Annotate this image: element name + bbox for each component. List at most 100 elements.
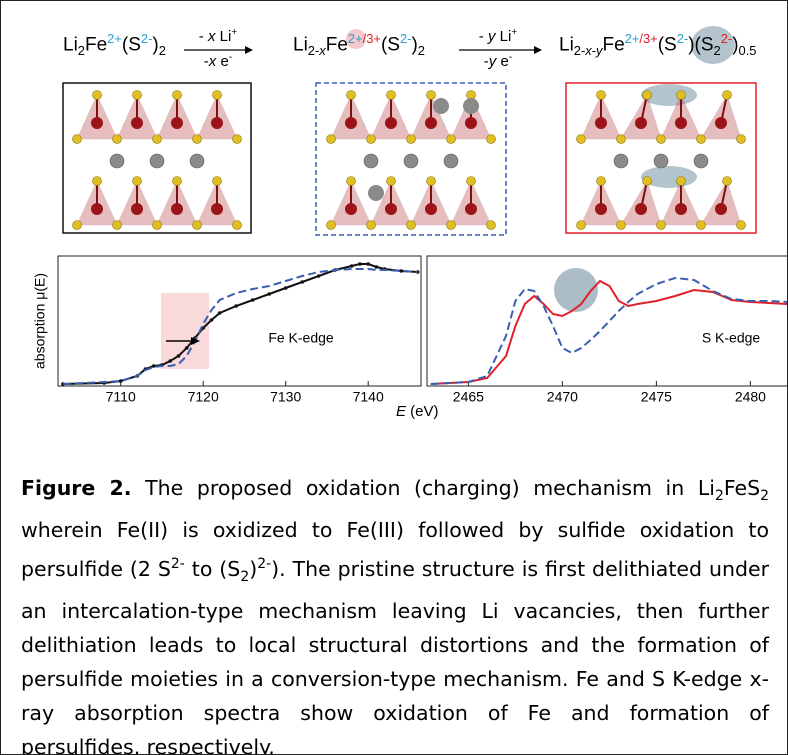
li-atom (433, 98, 449, 114)
text-part: e (496, 53, 509, 70)
data-point (267, 292, 271, 296)
fe-atom (91, 117, 103, 129)
s-atom (617, 135, 626, 144)
text-part: Figure 2. (21, 476, 132, 500)
annotation: S K-edge (702, 330, 761, 346)
s-atom (617, 221, 626, 230)
plot-frame (58, 256, 421, 386)
s-atom (643, 91, 652, 100)
text-part: ). The pristine structure is first delit… (21, 557, 769, 755)
data-point (234, 304, 238, 308)
s-atom (387, 91, 396, 100)
text-part: 0.5 (739, 43, 757, 58)
s-atom (327, 221, 336, 230)
s-atom (467, 177, 476, 186)
annotation: Fe K-edge (268, 330, 334, 346)
text-part: Li (63, 34, 78, 55)
li-atom (150, 154, 164, 168)
s-atom (367, 221, 376, 230)
fe-atom (635, 117, 647, 129)
li-atom (614, 154, 628, 168)
text-part: - (199, 28, 208, 45)
x-tick-label: 7110 (106, 389, 136, 405)
li-atom (404, 154, 418, 168)
x-tick-label: 2470 (547, 389, 578, 405)
s-atom (73, 135, 82, 144)
fe-atom (131, 203, 143, 215)
li-atom (190, 154, 204, 168)
data-point (218, 311, 222, 315)
x-axis-label: E (eV) (396, 403, 439, 420)
fe-atom (715, 203, 727, 215)
formula: Li2-x-yFe2+/3+(S2-)(S22-)0.5 (559, 31, 756, 58)
text-part: FeS (724, 476, 760, 500)
data-point (317, 274, 321, 278)
fe-atom (595, 117, 607, 129)
text-part: + (511, 27, 517, 38)
li-atom (463, 98, 479, 114)
s-atom (577, 221, 586, 230)
fe-atom (465, 203, 477, 215)
s-atom (387, 177, 396, 186)
s-atom (723, 91, 732, 100)
s-atom (213, 91, 222, 100)
fe-atom (595, 203, 607, 215)
data-point (210, 318, 214, 322)
data-point (251, 298, 255, 302)
fe-atom (171, 203, 183, 215)
li-atom (368, 185, 384, 201)
fe-atom (211, 203, 223, 215)
arrow-label: - y Li+ (458, 27, 538, 45)
fe-atom (91, 203, 103, 215)
formula: Li2Fe2+(S2-)2 (63, 31, 166, 58)
arrow-label: -x e- (178, 52, 258, 70)
s-atom (737, 221, 746, 230)
text-part: 2 (760, 488, 769, 504)
x-tick-label: 7120 (188, 389, 219, 405)
s-atom (153, 221, 162, 230)
s-atom (327, 135, 336, 144)
text-part: E (396, 403, 406, 420)
fe-atom (131, 117, 143, 129)
text-part: /3+ (639, 31, 657, 46)
text-part: )(S (688, 34, 713, 55)
s-atom (93, 177, 102, 186)
s-atom (723, 177, 732, 186)
text-part: - (509, 52, 512, 63)
fe-atom (425, 203, 437, 215)
s-atom (153, 135, 162, 144)
s-atom (407, 221, 416, 230)
text-part: 2- (574, 43, 585, 58)
arrow-label: -y e- (458, 52, 538, 70)
data-point (300, 280, 304, 284)
fe-atom (345, 117, 357, 129)
s-atom (597, 91, 606, 100)
fe-atom (715, 117, 727, 129)
text-part: 2+ (348, 31, 363, 46)
figure: 7110712071307140Fe K-edgeabsorption μ(E)… (0, 0, 788, 755)
s-atom (113, 221, 122, 230)
x-tick-label: 7130 (270, 389, 301, 405)
x-tick-label: 7140 (353, 389, 384, 405)
data-point (350, 264, 354, 268)
fe-atom (171, 117, 183, 129)
s-atom (427, 177, 436, 186)
s-atom (173, 177, 182, 186)
s-atom (347, 177, 356, 186)
li-atom (654, 154, 668, 168)
data-point (358, 262, 362, 266)
s-atom (133, 91, 142, 100)
fe-atom (465, 117, 477, 129)
data-line (63, 264, 418, 384)
text-part: ) (249, 557, 257, 581)
s-atom (447, 221, 456, 230)
text-part: e (216, 53, 229, 70)
text-part: - (479, 28, 488, 45)
data-line (63, 269, 418, 384)
arrow-label: - x Li+ (178, 27, 258, 45)
fe-atom (425, 117, 437, 129)
data-point (399, 269, 403, 273)
text-part: 2+ (107, 31, 122, 46)
text-part: 2 (78, 43, 85, 58)
s-atom (233, 135, 242, 144)
